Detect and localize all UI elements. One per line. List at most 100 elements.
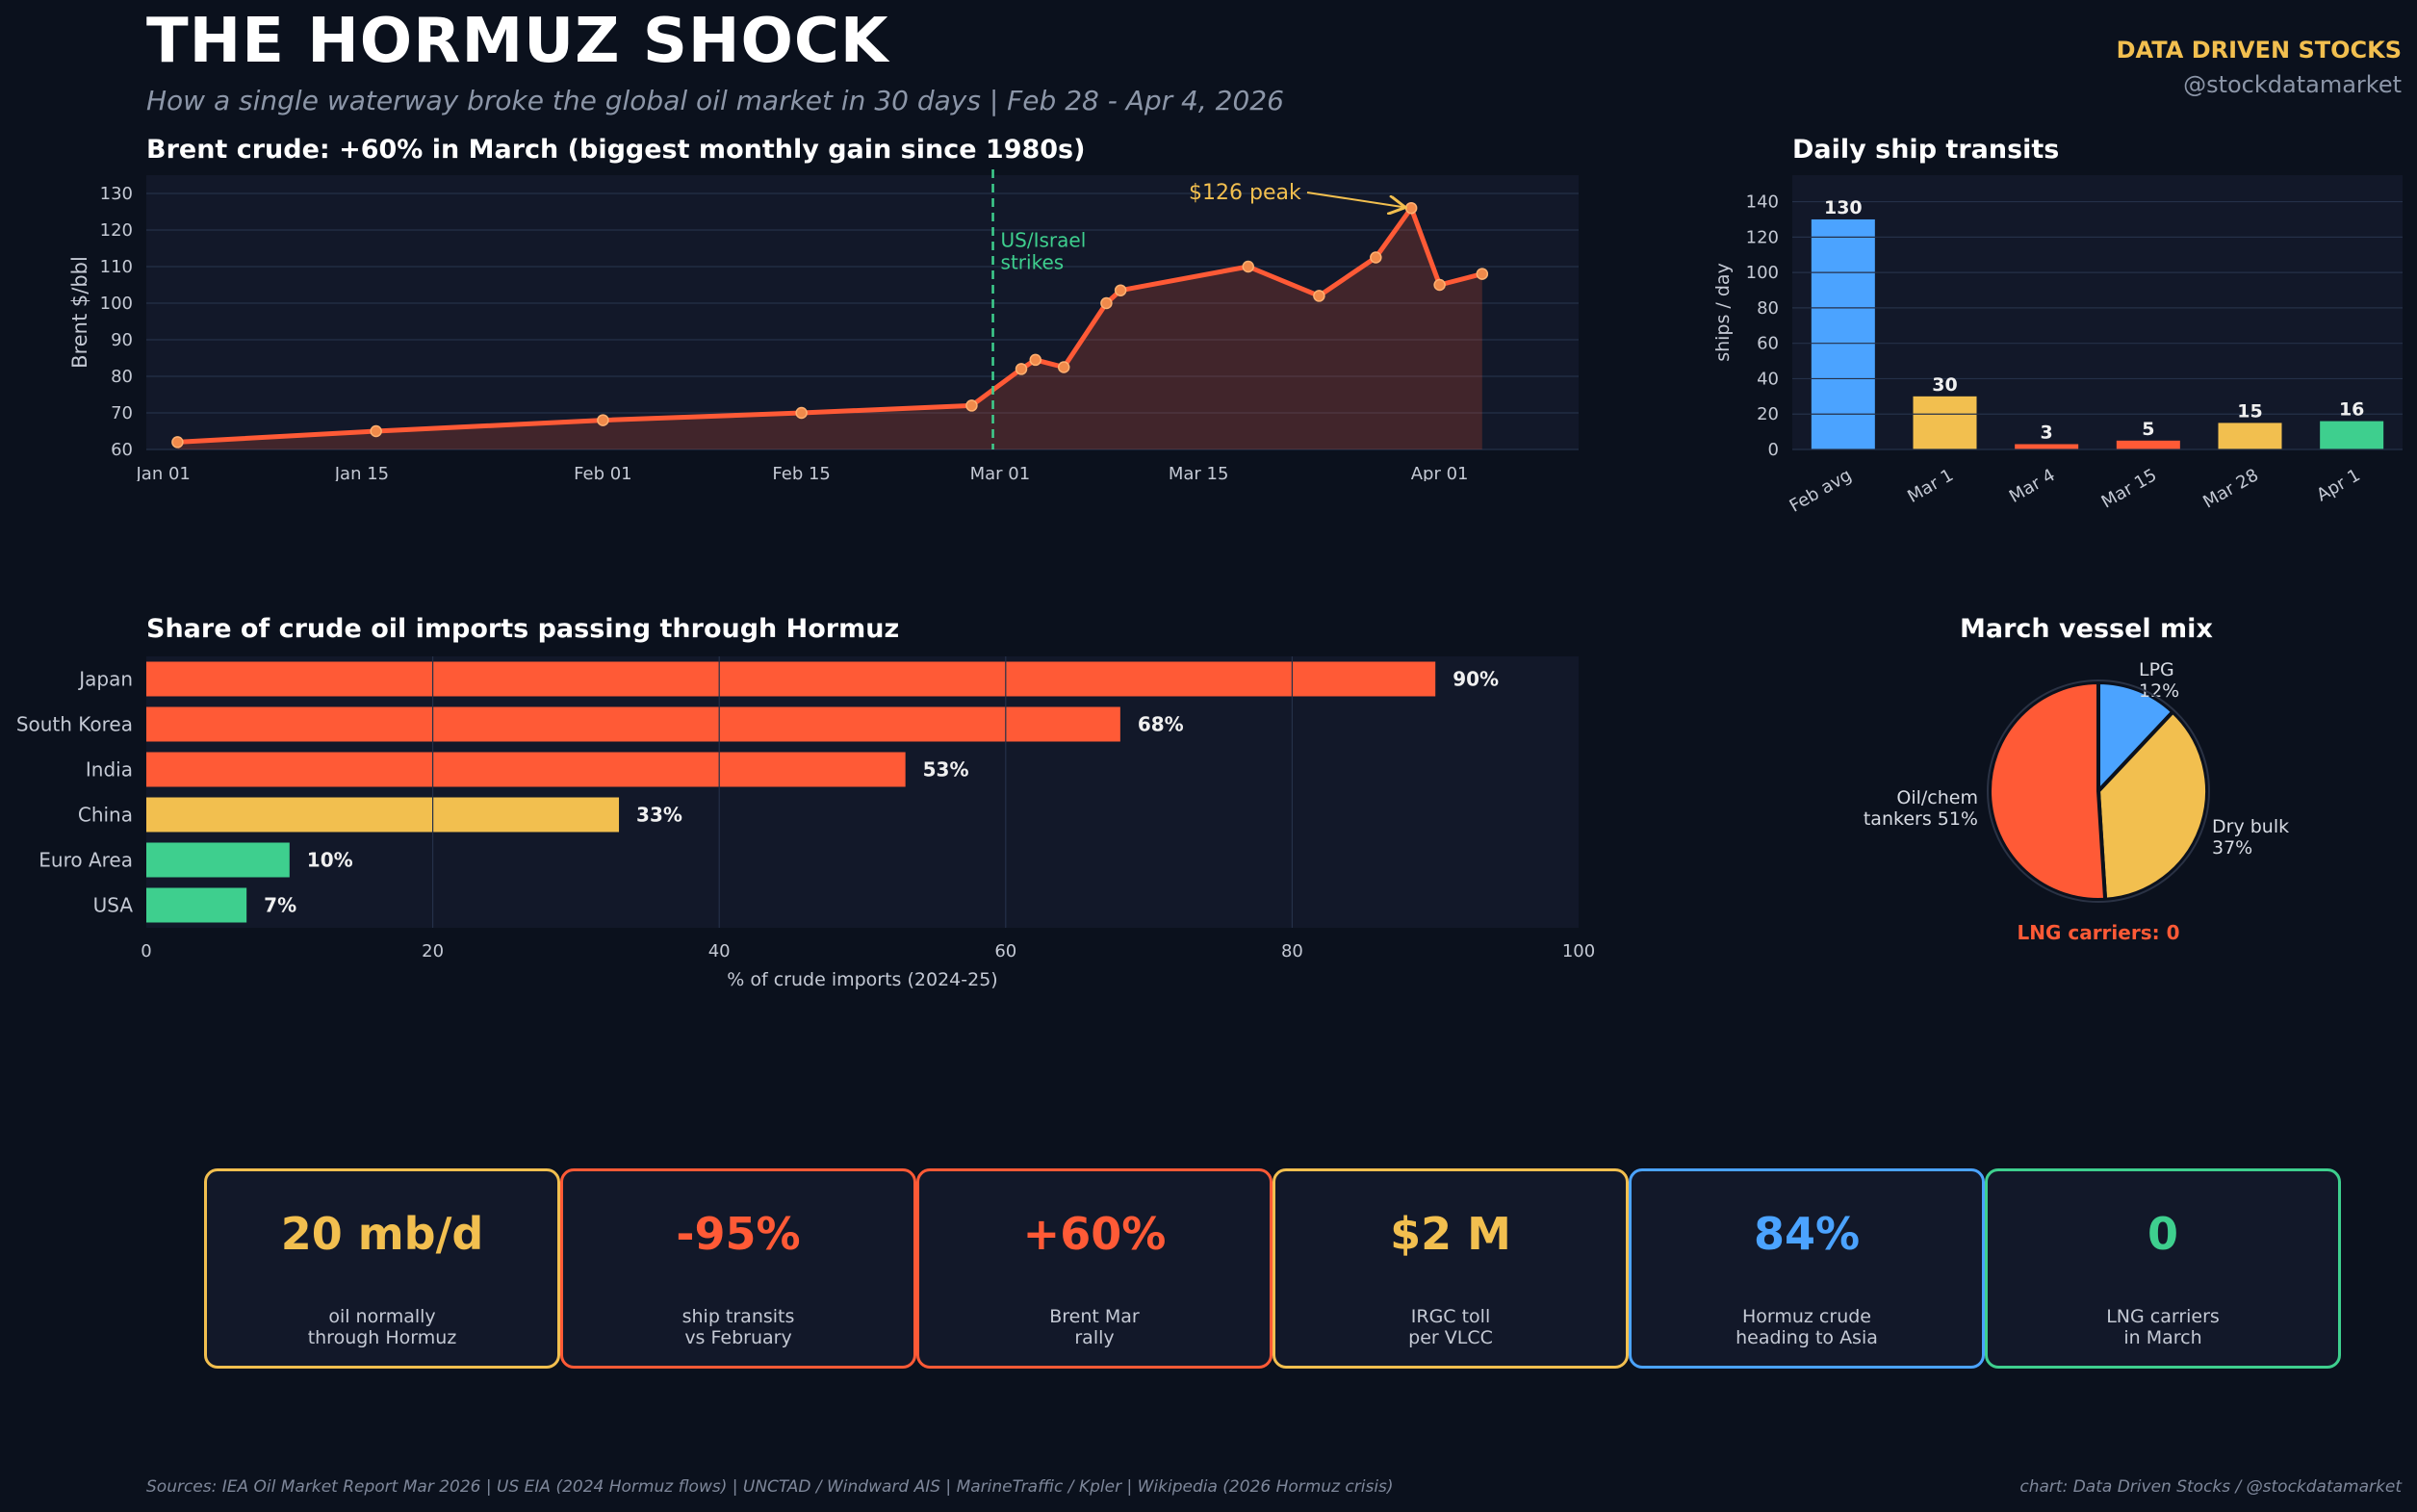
transit-bar [2116, 440, 2180, 449]
kpi-label-line1: Brent Mar [1049, 1306, 1140, 1327]
x-tick-label: Apr 01 [1411, 464, 1469, 481]
country-label: Japan [77, 668, 133, 691]
transit-value-label: 15 [2237, 400, 2262, 422]
kpi-value: -95% [676, 1208, 801, 1260]
price-point [1370, 251, 1382, 264]
x-tick-label: Feb avg [1787, 465, 1856, 517]
x-tick-label: Jan 15 [334, 464, 389, 481]
kpi-label: Brent Mar rally [967, 1306, 1221, 1348]
transit-bar [1913, 396, 1977, 449]
y-tick-label: 110 [100, 257, 133, 277]
brand-name: DATA DRIVEN STOCKS [2116, 37, 2402, 64]
import-value-label: 33% [636, 804, 682, 827]
y-tick-label: 60 [1757, 334, 1779, 354]
x-tick-label: Apr 1 [2313, 465, 2363, 505]
page-subtitle: How a single waterway broke the global o… [146, 85, 1284, 116]
plot-area [146, 175, 1579, 449]
imports-chart-title: Share of crude oil imports passing throu… [146, 614, 900, 644]
y-tick-label: 0 [1768, 440, 1779, 460]
y-tick-label: 80 [1757, 298, 1779, 319]
x-tick-label: 100 [1562, 941, 1595, 961]
transits-bar-chart: 0 20 40 60 80 100 120 140 130 Feb avg 30 Mar 1 3 Mar … [1712, 175, 2403, 517]
y-tick-label: 130 [100, 184, 133, 204]
x-tick-label: 40 [708, 941, 731, 961]
price-point [1015, 363, 1028, 375]
kpi-label-line2: rally [1074, 1327, 1115, 1348]
x-tick-label: Mar 4 [2006, 465, 2059, 507]
y-tick-label: 120 [1746, 227, 1779, 247]
price-point [1476, 268, 1489, 280]
x-tick-label: Feb 01 [574, 464, 632, 481]
kpi-label: LNG carriers in March [2036, 1306, 2290, 1348]
kpi-label: IRGC toll per VLCC [1324, 1306, 1578, 1348]
vessel-mix-title: March vessel mix [1960, 614, 2213, 644]
plot-area [1792, 175, 2403, 449]
price-point [965, 399, 978, 412]
slice-label-line2: 37% [2212, 837, 2252, 859]
kpi-label-line1: ship transits [681, 1306, 795, 1327]
x-tick-label: Mar 15 [2098, 465, 2161, 512]
import-bar [146, 706, 1120, 742]
brent-line-chart: 60 70 80 90 100 110 120 130 Jan 01 Jan 15 Feb 01 Fe… [68, 169, 1579, 481]
kpi-label-line1: LNG carriers [2106, 1306, 2220, 1327]
peak-label: $126 peak [1189, 181, 1301, 205]
price-point [795, 406, 808, 420]
price-point [597, 414, 609, 426]
country-label: India [86, 758, 133, 782]
x-axis-label: % of crude imports (2024-25) [727, 969, 997, 990]
x-tick-label: Feb 15 [772, 464, 831, 481]
kpi-label-line1: Hormuz crude [1741, 1306, 1871, 1327]
x-tick-label: 60 [994, 941, 1016, 961]
price-point [171, 436, 184, 448]
price-point [1313, 290, 1325, 302]
kpi-label: Hormuz crude heading to Asia [1680, 1306, 1934, 1348]
country-label: South Korea [16, 713, 133, 736]
kpi-label-line2: per VLCC [1408, 1327, 1493, 1348]
imports-bar-chart: 0 20 40 60 80 100 Japan 90% South Korea 68% India 5… [16, 656, 1595, 990]
lng-carriers-note: LNG carriers: 0 [2017, 921, 2179, 944]
x-tick-label: 80 [1281, 941, 1303, 961]
transit-bar [1811, 218, 1875, 449]
slice-label-line2: tankers 51% [1864, 808, 1978, 830]
x-tick-label: 20 [422, 941, 444, 961]
y-tick-label: 100 [100, 294, 133, 314]
kpi-card: +60% Brent Mar rally [916, 1168, 1273, 1369]
import-bar [146, 797, 620, 833]
kpi-value: 0 [2147, 1208, 2178, 1260]
transits-chart-title: Daily ship transits [1792, 135, 2060, 165]
brand-handle: @stockdatamarket [2183, 71, 2402, 98]
price-line [177, 205, 1483, 445]
price-area [177, 208, 1482, 449]
import-value-label: 90% [1453, 668, 1499, 691]
kpi-card: -95% ship transits vs February [560, 1168, 916, 1369]
kpi-card: 0 LNG carriers in March [1985, 1168, 2341, 1369]
y-axis-label: Brent $/bbl [68, 256, 91, 369]
y-axis-label: ships / day [1712, 263, 1734, 362]
event-label-line2: strikes [1001, 250, 1065, 273]
kpi-card: 84% Hormuz crude heading to Asia [1629, 1168, 1985, 1369]
price-point [1029, 353, 1041, 367]
slice-label-line1: Dry bulk [2212, 816, 2289, 837]
kpi-value: 84% [1753, 1208, 1861, 1260]
kpi-label-line1: IRGC toll [1410, 1306, 1491, 1327]
kpi-label-line1: oil normally [328, 1306, 436, 1327]
y-tick-label: 80 [111, 367, 133, 387]
x-tick-label: Mar 15 [1169, 464, 1229, 481]
x-tick-label: 0 [141, 941, 151, 961]
y-tick-label: 120 [100, 220, 133, 241]
country-label: USA [93, 894, 134, 917]
transit-bar [2218, 423, 2282, 449]
transit-value-label: 3 [2041, 422, 2053, 443]
transit-bar [2015, 444, 2079, 449]
page-title: THE HORMUZ SHOCK [146, 6, 889, 77]
peak-arrow [1306, 192, 1403, 207]
kpi-value: +60% [1022, 1208, 1167, 1260]
pie-outline [1987, 679, 2210, 903]
transit-value-label: 30 [1932, 374, 1957, 396]
kpi-card: $2 M IRGC toll per VLCC [1273, 1168, 1629, 1369]
event-label-line1: US/Israel [1001, 228, 1087, 251]
price-point [1242, 260, 1254, 273]
price-point [1404, 201, 1418, 215]
y-tick-label: 90 [111, 330, 133, 350]
